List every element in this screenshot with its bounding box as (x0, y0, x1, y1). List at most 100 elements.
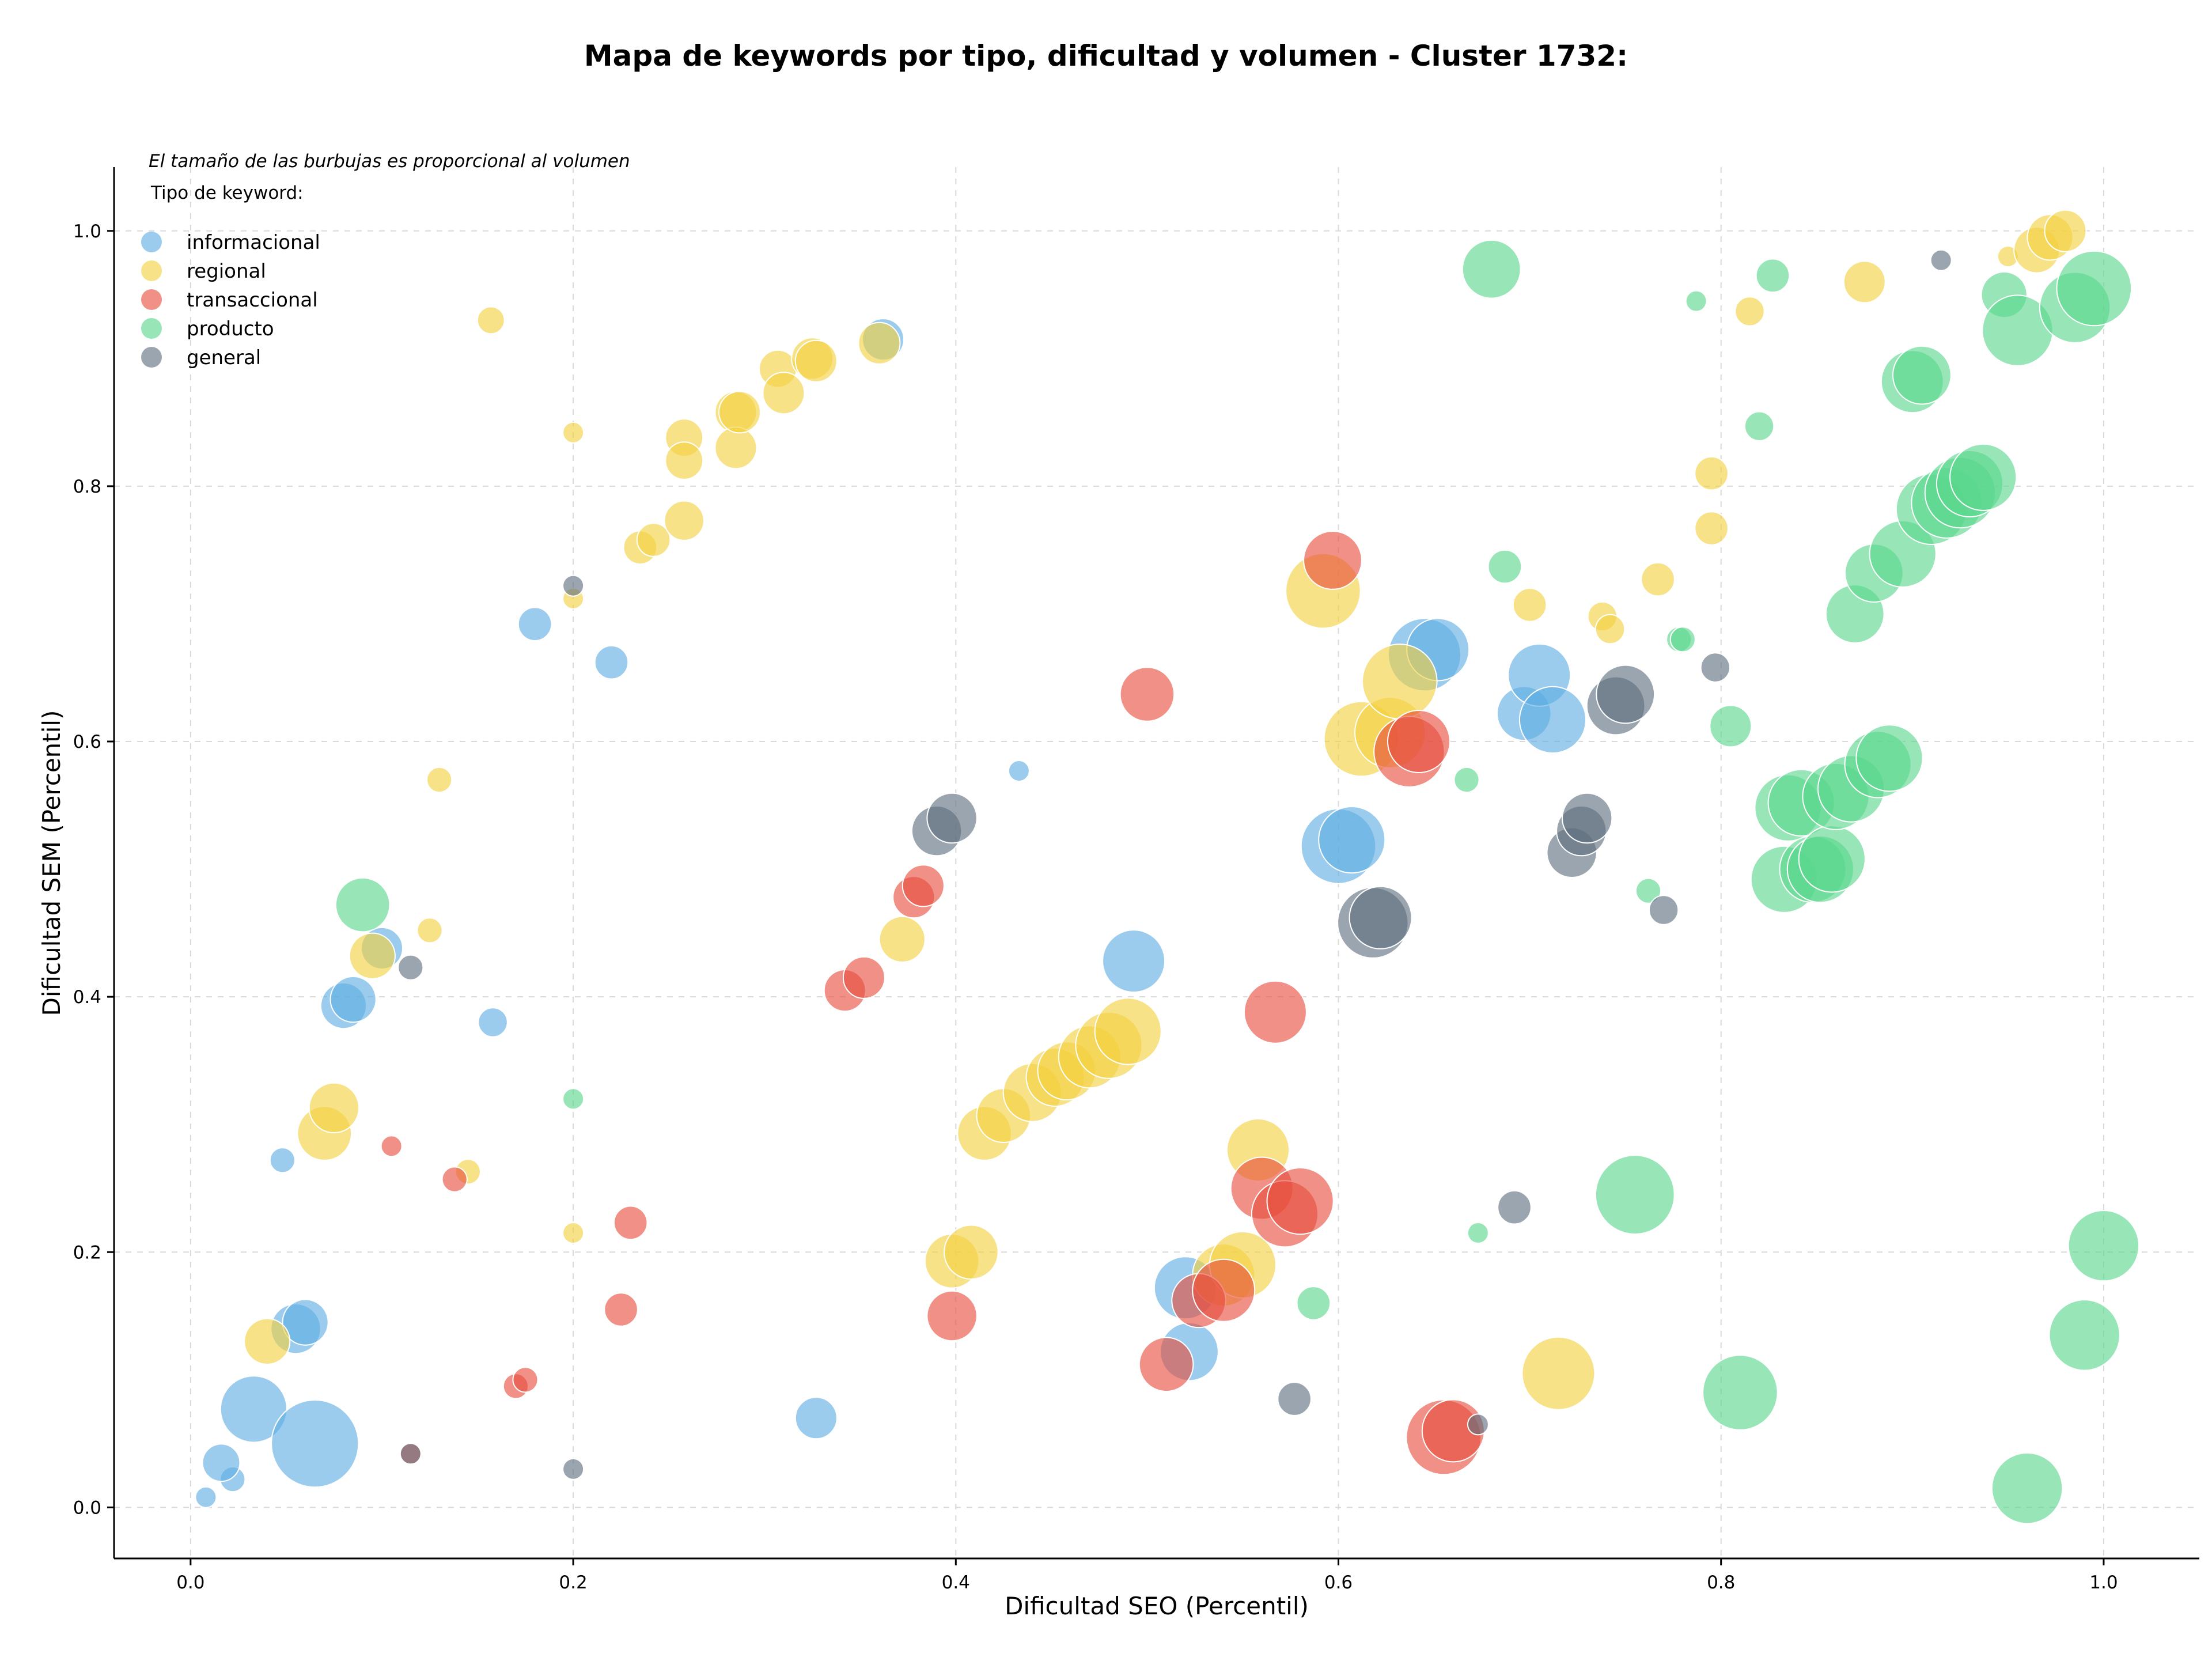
legend-label-producto: producto (187, 317, 274, 340)
bubble-regional (562, 1222, 585, 1244)
bubble-informacional (1318, 806, 1386, 874)
bubble-producto (1635, 877, 1662, 904)
bubble-transaccional (380, 1135, 403, 1157)
bubble-producto (1991, 1452, 2063, 1524)
bubble-producto (1467, 1222, 1489, 1244)
legend: informacional regional transaccional produc… (141, 231, 320, 369)
bubble-regional (878, 915, 926, 963)
bubble-informacional (794, 1397, 838, 1440)
bubble-transaccional (441, 1166, 468, 1193)
x-tick-label: 1.0 (2089, 1572, 2118, 1593)
x-tick-label: 0.0 (176, 1572, 204, 1593)
bubble-informacional (1518, 686, 1587, 754)
legend-marker-general (141, 347, 162, 368)
x-tick-label: 0.4 (942, 1572, 970, 1593)
bubble-layer (195, 209, 2140, 1524)
bubble-regional (416, 917, 443, 944)
bubble-regional (665, 441, 704, 480)
bubble-regional (426, 766, 453, 793)
axes (113, 167, 2199, 1560)
bubble-transaccional (1119, 667, 1175, 722)
bubble-general (1596, 664, 1656, 724)
bubble-regional (664, 500, 704, 541)
bubble-producto (1487, 549, 1522, 584)
bubble-informacional (478, 1007, 508, 1038)
y-tick-label: 0.8 (73, 476, 101, 497)
bubble-informacional (1102, 929, 1166, 993)
x-tick-label: 0.6 (1324, 1572, 1353, 1593)
bubble-general (1562, 792, 1613, 844)
bubble-general (1277, 1382, 1312, 1416)
bubble-regional (714, 426, 757, 470)
bubble-size-note: El tamaño de las burbujas es proporciona… (149, 151, 630, 172)
bubble-producto (1798, 825, 1866, 893)
grid-lines (114, 167, 2199, 1558)
bubble-transaccional (1266, 1167, 1334, 1235)
x-axis-ticks: 0.0 0.2 0.4 0.6 0.8 1.0 (176, 1558, 2118, 1593)
bubble-informacional (517, 607, 552, 641)
bubble-transaccional (1387, 710, 1450, 773)
bubble-general (562, 1458, 585, 1480)
bubble-transaccional (902, 864, 945, 907)
bubble-regional (1362, 644, 1438, 720)
y-axis-ticks: 0.0 0.2 0.4 0.6 0.8 1.0 (73, 221, 114, 1518)
bubble-regional (2044, 209, 2087, 252)
legend-marker-informacional (141, 232, 162, 252)
bubble-general (1467, 1413, 1489, 1436)
y-axis-label: Dificultad SEM (Percentil) (37, 710, 66, 1016)
x-tick-label: 0.2 (559, 1572, 587, 1593)
legend-label-general: general (187, 346, 261, 369)
legend-label-transaccional: transaccional (187, 289, 318, 312)
bubble-producto (2056, 250, 2133, 327)
bubble-regional (636, 523, 671, 557)
bubble-transaccional (613, 1205, 648, 1240)
bubble-informacional (282, 1299, 329, 1346)
bubble-informacional (1007, 760, 1030, 782)
bubble-producto (1855, 724, 1923, 792)
bubble-regional (349, 932, 396, 979)
bubble-regional (1694, 511, 1729, 546)
bubble-transaccional (1192, 1258, 1256, 1322)
legend-marker-regional (141, 260, 162, 281)
legend-title: Tipo de keyword: (150, 183, 304, 203)
bubble-transaccional (1138, 1337, 1194, 1392)
bubble-regional (1734, 296, 1765, 327)
bubble-informacional (271, 1399, 359, 1488)
bubble-regional (762, 372, 805, 415)
bubble-producto (1744, 411, 1775, 441)
y-tick-label: 0.6 (73, 732, 101, 752)
bubble-producto (1461, 239, 1521, 299)
bubble-informacional (594, 645, 629, 680)
bubble-regional (1641, 562, 1675, 597)
bubble-producto (1669, 626, 1696, 653)
bubble-producto (1892, 345, 1952, 405)
bubble-general (1700, 652, 1731, 683)
bubble-general (926, 792, 978, 844)
bubble-informacional (219, 1375, 287, 1443)
bubble-transaccional (926, 1290, 978, 1342)
bubble-regional (944, 1224, 999, 1280)
bubble-regional (1694, 456, 1729, 491)
x-tick-label: 0.8 (1707, 1572, 1735, 1593)
bubble-producto (1594, 1155, 1675, 1235)
y-tick-label: 0.0 (73, 1497, 101, 1518)
bubble-informacional (329, 976, 377, 1023)
legend-label-regional: regional (187, 260, 266, 283)
bubble-regional (1521, 1336, 1596, 1410)
bubble-regional (718, 391, 761, 434)
chart-title: Mapa de keywords por tipo, dificultad y … (584, 39, 1628, 73)
bubble-producto (1685, 290, 1707, 312)
bubble-regional (858, 321, 901, 365)
bubble-regional (308, 1082, 360, 1134)
x-axis-label: Dificultad SEO (Percentil) (1005, 1592, 1309, 1620)
bubble-informacional (195, 1486, 217, 1508)
bubble-transaccional (1303, 531, 1362, 590)
bubble-general (1648, 895, 1679, 925)
bubble-regional (1512, 588, 1547, 622)
bubble-regional (562, 421, 585, 444)
bubble-transaccional (512, 1367, 539, 1393)
bubble-regional (1843, 260, 1886, 304)
bubble-producto (1296, 1286, 1331, 1321)
bubble-producto (2048, 1299, 2120, 1371)
